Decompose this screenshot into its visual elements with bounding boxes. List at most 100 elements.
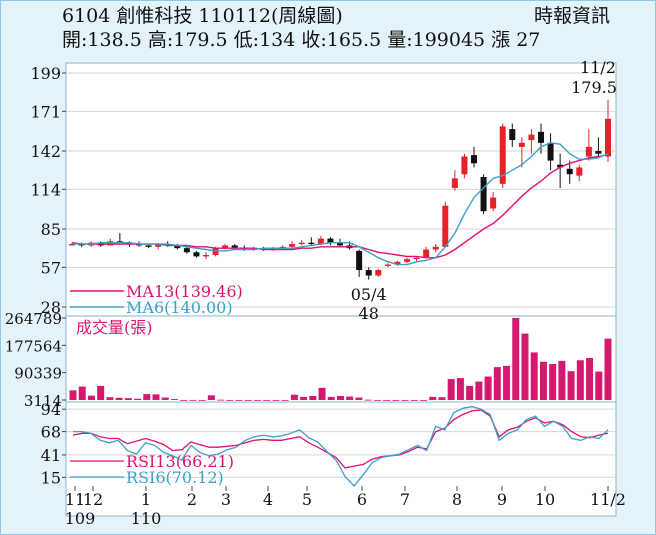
volume-bar (106, 397, 114, 400)
rsi-legend-label-1: RSI6(70.12) (126, 468, 224, 487)
volume-bar (272, 399, 280, 401)
volume-bar (364, 399, 372, 401)
candle-body (576, 167, 583, 176)
x-tick-label: 9 (497, 490, 507, 509)
candle-body (432, 246, 439, 250)
plot-area (65, 62, 617, 517)
volume-title: 成交量(張) (76, 318, 153, 337)
volume-bar (549, 363, 557, 400)
candle-body (518, 142, 525, 147)
volume-bar (244, 399, 252, 401)
candle-body (547, 142, 554, 161)
candle-body (404, 259, 410, 262)
candle-body (203, 255, 209, 257)
volume-bar (373, 399, 381, 401)
volume-bar (69, 390, 77, 400)
candle-body (298, 242, 305, 245)
candle-body (365, 270, 372, 276)
ma-line-1 (72, 142, 609, 266)
price-tick-label: 171 (30, 102, 61, 121)
volume-bar (263, 399, 271, 401)
volume-tick-label: 90339 (14, 365, 62, 383)
volume-bar (170, 399, 178, 400)
stock-title: 6104 創惟科技 110112(周線圖) (62, 5, 343, 27)
candle-body (490, 197, 497, 209)
rsi-legend-label-0: RSI13(66.21) (126, 452, 234, 471)
ma-legend-label-1: MA6(140.00) (126, 298, 233, 317)
price-tick-label: 85 (41, 220, 61, 239)
volume-bar (447, 379, 455, 400)
rsi-tick-label: 15 (41, 468, 61, 487)
candle-body (327, 238, 334, 243)
volume-bar (521, 333, 529, 400)
candle-body (557, 164, 564, 168)
volume-bar (217, 399, 225, 401)
volume-bar (346, 396, 354, 400)
volume-bar (530, 352, 538, 400)
candle-body (375, 270, 382, 276)
volume-bar (484, 376, 492, 400)
volume-bar (180, 399, 188, 401)
volume-bar (309, 395, 317, 400)
volume-bar (595, 371, 603, 400)
x-year-label: 110 (131, 509, 162, 528)
price-summary: 開:138.5 高:179.5 低:134 收:165.5 量:199045 漲… (62, 29, 541, 51)
volume-bar (401, 399, 409, 401)
volume-bar (152, 394, 160, 400)
rsi-tick-label: 41 (41, 446, 61, 465)
volume-bar (503, 365, 511, 400)
volume-bar (355, 397, 363, 400)
volume-bar (576, 360, 584, 400)
candle-body (585, 146, 592, 157)
candle-body (183, 248, 190, 253)
low-date-label: 05/4 (351, 285, 387, 304)
candle-body (394, 261, 401, 265)
candle-body (193, 252, 200, 257)
candle-body (145, 245, 152, 247)
volume-tick-label: 264789 (5, 310, 62, 328)
rsi-tick-label: 68 (41, 423, 61, 442)
x-tick-label: 12 (83, 490, 103, 509)
rsi-tick-label: 94 (41, 400, 61, 419)
candle-body (231, 245, 238, 249)
candle-body (155, 244, 162, 247)
candle-body (413, 257, 420, 260)
x-year-label: 109 (65, 509, 96, 528)
volume-bar (143, 394, 151, 400)
volume-tick-label: 3114 (24, 392, 62, 410)
volume-bar (475, 381, 483, 400)
candle-body (317, 238, 324, 245)
volume-bar (420, 399, 428, 401)
volume-bar (493, 367, 501, 400)
candle-body (384, 264, 391, 266)
candle-body (442, 205, 449, 247)
price-tick-label: 114 (30, 180, 61, 199)
source-label: 時報資訊 (534, 5, 611, 27)
candle-body (509, 129, 516, 141)
candle-body (605, 118, 611, 157)
volume-bar (124, 398, 132, 400)
volume-bar (429, 396, 437, 400)
x-tick-label: 3 (221, 490, 231, 509)
volume-bar (567, 371, 575, 400)
volume-bar (410, 399, 418, 401)
volume-bar (87, 395, 95, 400)
volume-bar (604, 338, 612, 400)
high-value-label: 179.5 (571, 78, 617, 97)
volume-bar (198, 399, 206, 401)
ma-legend-label-0: MA13(139.46) (126, 282, 243, 301)
volume-bar (466, 385, 474, 400)
low-value-label: 48 (359, 304, 379, 323)
volume-bar (235, 399, 243, 401)
x-tick-label: 11/2 (590, 490, 626, 509)
candle-body (423, 249, 430, 258)
candle-body (595, 151, 602, 154)
volume-bar (207, 395, 215, 400)
volume-bar (337, 395, 344, 400)
price-tick-label: 28 (41, 298, 61, 317)
volume-bar (438, 397, 446, 400)
volume-bar (300, 396, 308, 400)
candle-body (222, 245, 229, 249)
price-tick-label: 199 (30, 64, 61, 83)
volume-bar (318, 387, 326, 400)
